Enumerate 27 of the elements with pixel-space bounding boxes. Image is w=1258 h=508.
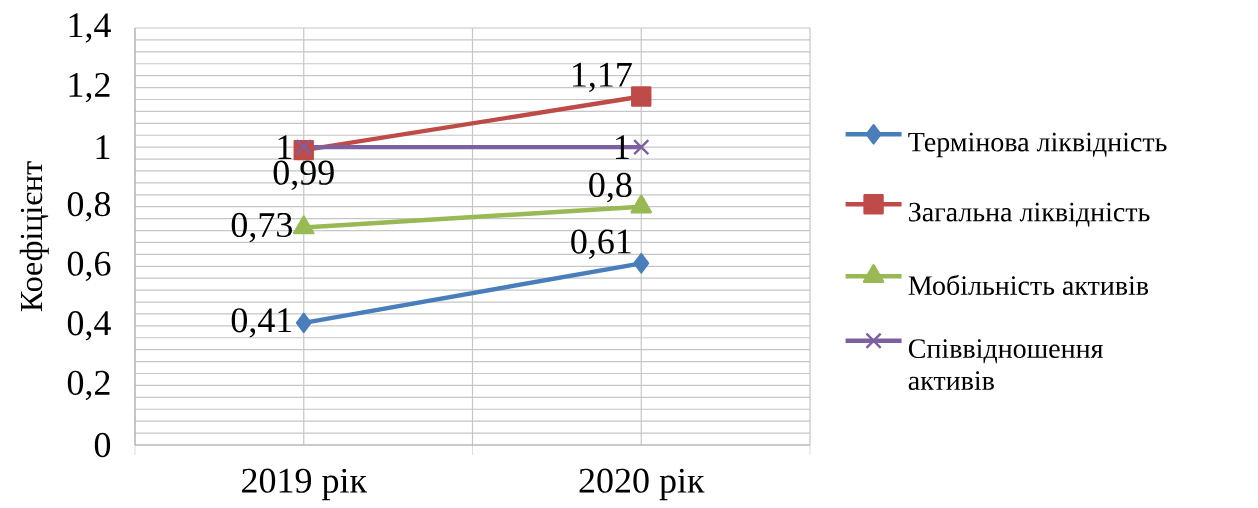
data-label: 0,73: [231, 212, 292, 243]
y-tick-label: 0: [94, 432, 111, 458]
data-label: 0,99: [273, 160, 334, 190]
legend-label: Термінова ліквідність: [908, 132, 1167, 158]
data-label: 0,8: [589, 172, 632, 203]
data-label: 1,17: [573, 62, 632, 93]
point: [632, 138, 650, 156]
legend-label: Співвідношення активів: [908, 339, 1103, 391]
data-label: 0,41: [231, 308, 292, 338]
y-tick-label: 1,2: [69, 72, 110, 103]
data-label: 1: [278, 135, 292, 160]
legend-label: Мобільність активів: [908, 274, 1149, 296]
x-tick-label: 2020 рік: [579, 468, 705, 501]
y-tick-label: 1: [96, 135, 110, 160]
y-tick-label: 0,2: [67, 370, 110, 401]
point: [631, 86, 652, 107]
y-axis-title: Коефіцієнт: [19, 161, 49, 312]
y-tick-label: 0,8: [67, 191, 111, 222]
x-tick-label: 2019 рік: [242, 468, 368, 501]
point: [633, 253, 650, 274]
point: [295, 138, 313, 156]
y-tick-label: 1,4: [69, 13, 111, 43]
legend-label: Загальна ліквідність: [909, 202, 1150, 227]
data-label: 0,61: [571, 229, 631, 259]
point: [295, 312, 312, 334]
y-tick-label: 0,4: [67, 311, 111, 341]
y-tick-label: 0,6: [67, 251, 111, 282]
